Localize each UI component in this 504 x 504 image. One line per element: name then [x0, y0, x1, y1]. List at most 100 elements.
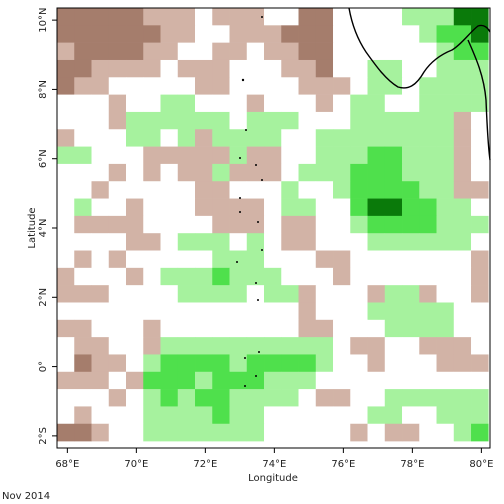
cell: [126, 423, 144, 442]
cell: [264, 371, 282, 390]
cell: [212, 233, 230, 251]
cell: [212, 129, 230, 147]
cell: [246, 319, 265, 338]
cell: [143, 233, 161, 251]
cell: [229, 25, 248, 43]
cell: [298, 163, 317, 182]
cell: [402, 406, 420, 425]
cell: [350, 233, 368, 251]
cell: [264, 406, 282, 425]
cell: [453, 163, 472, 182]
cell: [195, 337, 213, 355]
cell: [471, 181, 489, 199]
cell: [436, 198, 455, 217]
cell: [453, 337, 472, 355]
cell: [384, 423, 403, 442]
cell: [57, 94, 75, 113]
cell: [298, 111, 317, 130]
cell: [229, 198, 248, 217]
cell: [57, 146, 75, 165]
cell: [108, 59, 127, 78]
y-tick-label: 0°: [38, 361, 49, 372]
cell: [402, 337, 420, 355]
cell: [74, 129, 92, 147]
cell: [229, 163, 248, 182]
cell: [453, 233, 472, 251]
cell: [384, 285, 403, 303]
cell: [419, 215, 437, 234]
cell: [91, 423, 110, 442]
cell: [108, 94, 127, 113]
cell: [177, 111, 196, 130]
cell: [160, 389, 179, 407]
cell: [281, 163, 299, 182]
cell: [195, 8, 213, 26]
x-axis-label: Longitude: [248, 473, 298, 484]
cell: [212, 406, 230, 425]
cell: [195, 215, 213, 234]
cell: [453, 319, 472, 338]
cell: [419, 163, 437, 182]
y-tick-label: 4°N: [38, 219, 49, 238]
cell: [160, 423, 179, 442]
cell: [143, 354, 161, 373]
cell: [419, 8, 437, 26]
cell: [126, 129, 144, 147]
cell: [453, 181, 472, 199]
cell: [212, 337, 230, 355]
cell: [333, 111, 351, 130]
cell: [281, 389, 299, 407]
cell: [195, 181, 213, 199]
cell: [246, 389, 265, 407]
cell: [315, 8, 334, 26]
cell: [384, 389, 403, 407]
cell: [74, 111, 92, 130]
y-axis-label: Latitude: [27, 207, 38, 248]
cell: [229, 389, 248, 407]
cell: [91, 389, 110, 407]
cell: [108, 319, 127, 338]
cell: [419, 250, 437, 269]
cell: [315, 423, 334, 442]
cell: [419, 319, 437, 338]
cell: [126, 354, 144, 373]
cell: [212, 285, 230, 303]
cell: [177, 250, 196, 269]
cell: [195, 59, 213, 78]
cell: [298, 77, 317, 95]
cell: [177, 59, 196, 78]
cell: [108, 77, 127, 95]
cell: [281, 285, 299, 303]
cell: [229, 215, 248, 234]
cell: [143, 423, 161, 442]
cell: [195, 198, 213, 217]
cell: [246, 94, 265, 113]
cell: [246, 302, 265, 321]
cell: [74, 42, 92, 61]
cell: [264, 181, 282, 199]
cell: [126, 42, 144, 61]
cell: [143, 59, 161, 78]
cell: [74, 406, 92, 425]
cell: [315, 129, 334, 147]
cell: [74, 163, 92, 182]
cell: [281, 181, 299, 199]
cell: [384, 302, 403, 321]
cell: [281, 146, 299, 165]
cell: [57, 8, 75, 26]
cell: [298, 354, 317, 373]
cell: [108, 42, 127, 61]
cell: [367, 181, 386, 199]
cell: [229, 42, 248, 61]
cell: [264, 42, 282, 61]
cell: [367, 267, 386, 286]
cell: [246, 146, 265, 165]
cell: [367, 423, 386, 442]
cell: [298, 215, 317, 234]
cell: [315, 285, 334, 303]
cell: [160, 337, 179, 355]
cell: [453, 42, 472, 61]
cell: [160, 319, 179, 338]
cell: [419, 94, 437, 113]
cell: [298, 371, 317, 390]
